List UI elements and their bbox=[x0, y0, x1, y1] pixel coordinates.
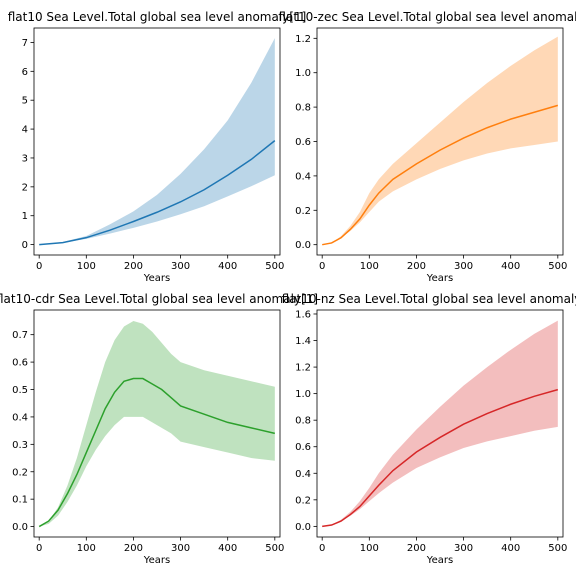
x-axis-label: Years bbox=[143, 273, 170, 284]
y-tick-label: 0.2 bbox=[12, 467, 28, 478]
x-tick-label: 100 bbox=[360, 543, 379, 554]
panel-flat10-nz: flat10-nz Sea Level.Total global sea lev… bbox=[282, 292, 576, 566]
x-ticks: 0 100 200 300 400 500 bbox=[36, 255, 284, 272]
panel-title: flat10-zec Sea Level.Total global sea le… bbox=[278, 10, 576, 24]
y-tick-label: 0 bbox=[22, 240, 28, 251]
x-tick-label: 0 bbox=[319, 543, 325, 554]
x-tick-label: 0 bbox=[319, 261, 325, 272]
y-tick-label: 7 bbox=[22, 38, 28, 49]
x-tick-label: 300 bbox=[171, 261, 190, 272]
uncertainty-band bbox=[322, 320, 558, 527]
y-tick-label: 0.7 bbox=[12, 330, 28, 341]
y-tick-label: 0.8 bbox=[295, 103, 311, 114]
x-tick-label: 100 bbox=[360, 261, 379, 272]
x-tick-label: 0 bbox=[36, 543, 42, 554]
x-ticks: 0 100 200 300 400 500 bbox=[319, 537, 567, 554]
x-tick-label: 300 bbox=[454, 543, 473, 554]
x-tick-label: 200 bbox=[407, 543, 426, 554]
y-tick-label: 5 bbox=[22, 96, 28, 107]
y-tick-label: 0.4 bbox=[12, 412, 28, 423]
y-tick-label: 1.2 bbox=[295, 363, 311, 374]
x-axis-label: Years bbox=[426, 273, 453, 284]
x-tick-label: 100 bbox=[77, 261, 96, 272]
y-tick-label: 0.3 bbox=[12, 440, 28, 451]
y-tick-label: 0.6 bbox=[295, 442, 311, 453]
y-tick-label: 1 bbox=[22, 211, 28, 222]
y-tick-label: 1.6 bbox=[295, 309, 311, 320]
y-tick-label: 3 bbox=[22, 153, 28, 164]
y-tick-label: 4 bbox=[22, 125, 28, 136]
x-tick-label: 300 bbox=[171, 543, 190, 554]
x-tick-label: 200 bbox=[124, 261, 143, 272]
y-tick-label: 0.0 bbox=[12, 522, 28, 533]
y-tick-label: 6 bbox=[22, 67, 28, 78]
x-axis-label: Years bbox=[426, 555, 453, 566]
axes-frame bbox=[33, 309, 281, 538]
x-tick-label: 500 bbox=[548, 543, 567, 554]
y-tick-label: 0.6 bbox=[295, 137, 311, 148]
y-tick-label: 0.6 bbox=[12, 358, 28, 369]
x-tick-label: 500 bbox=[265, 543, 284, 554]
axes-frame bbox=[316, 309, 564, 538]
panel-title: flat10-cdr Sea Level.Total global sea le… bbox=[0, 292, 318, 306]
y-tick-label: 1.2 bbox=[295, 34, 311, 45]
series-line bbox=[322, 388, 559, 528]
x-tick-label: 200 bbox=[407, 261, 426, 272]
x-tick-label: 400 bbox=[501, 543, 520, 554]
x-ticks: 0 100 200 300 400 500 bbox=[36, 537, 284, 554]
y-tick-label: 0.1 bbox=[12, 495, 28, 506]
series-line bbox=[39, 140, 276, 246]
uncertainty-band bbox=[39, 320, 275, 527]
y-tick-label: 0.4 bbox=[295, 469, 311, 480]
x-tick-label: 400 bbox=[218, 261, 237, 272]
x-tick-label: 200 bbox=[124, 543, 143, 554]
series-line bbox=[38, 377, 275, 528]
y-tick-label: 0.2 bbox=[295, 495, 311, 506]
x-axis-label: Years bbox=[143, 555, 170, 566]
y-tick-label: 2 bbox=[22, 182, 28, 193]
uncertainty-band bbox=[322, 36, 558, 245]
y-tick-label: 0.2 bbox=[295, 206, 311, 217]
y-tick-label: 0.4 bbox=[295, 171, 311, 182]
y-tick-label: 1.0 bbox=[295, 68, 311, 79]
panel-flat10: flat10 Sea Level.Total global sea level … bbox=[8, 10, 307, 284]
x-tick-label: 500 bbox=[548, 261, 567, 272]
panel-flat10-cdr: flat10-cdr Sea Level.Total global sea le… bbox=[0, 292, 318, 566]
y-ticks: 0 1 2 3 4 5 6 7 bbox=[22, 38, 34, 251]
axes-frame bbox=[33, 27, 281, 256]
panel-title: flat10-nz Sea Level.Total global sea lev… bbox=[282, 292, 576, 306]
y-tick-label: 1.0 bbox=[295, 389, 311, 400]
panel-title: flat10 Sea Level.Total global sea level … bbox=[8, 10, 307, 24]
x-ticks: 0 100 200 300 400 500 bbox=[319, 255, 567, 272]
uncertainty-band bbox=[39, 38, 275, 245]
y-tick-label: 0.5 bbox=[12, 385, 28, 396]
x-tick-label: 500 bbox=[265, 261, 284, 272]
x-tick-label: 400 bbox=[218, 543, 237, 554]
y-tick-label: 0.8 bbox=[295, 416, 311, 427]
x-tick-label: 300 bbox=[454, 261, 473, 272]
y-ticks: 0.0 0.2 0.4 0.6 0.8 1.0 1.2 1.4 1.6 bbox=[295, 309, 317, 533]
panel-flat10-zec: flat10-zec Sea Level.Total global sea le… bbox=[278, 10, 576, 284]
x-tick-label: 100 bbox=[77, 543, 96, 554]
series-line bbox=[322, 104, 559, 246]
y-tick-label: 0.0 bbox=[295, 522, 311, 533]
y-ticks: 0.0 0.2 0.4 0.6 0.8 1.0 1.2 bbox=[295, 34, 317, 251]
x-tick-label: 400 bbox=[501, 261, 520, 272]
y-tick-label: 1.4 bbox=[295, 336, 311, 347]
y-tick-label: 0.0 bbox=[295, 240, 311, 251]
y-ticks: 0.0 0.1 0.2 0.3 0.4 0.5 0.6 0.7 bbox=[12, 330, 34, 533]
x-tick-label: 0 bbox=[36, 261, 42, 272]
